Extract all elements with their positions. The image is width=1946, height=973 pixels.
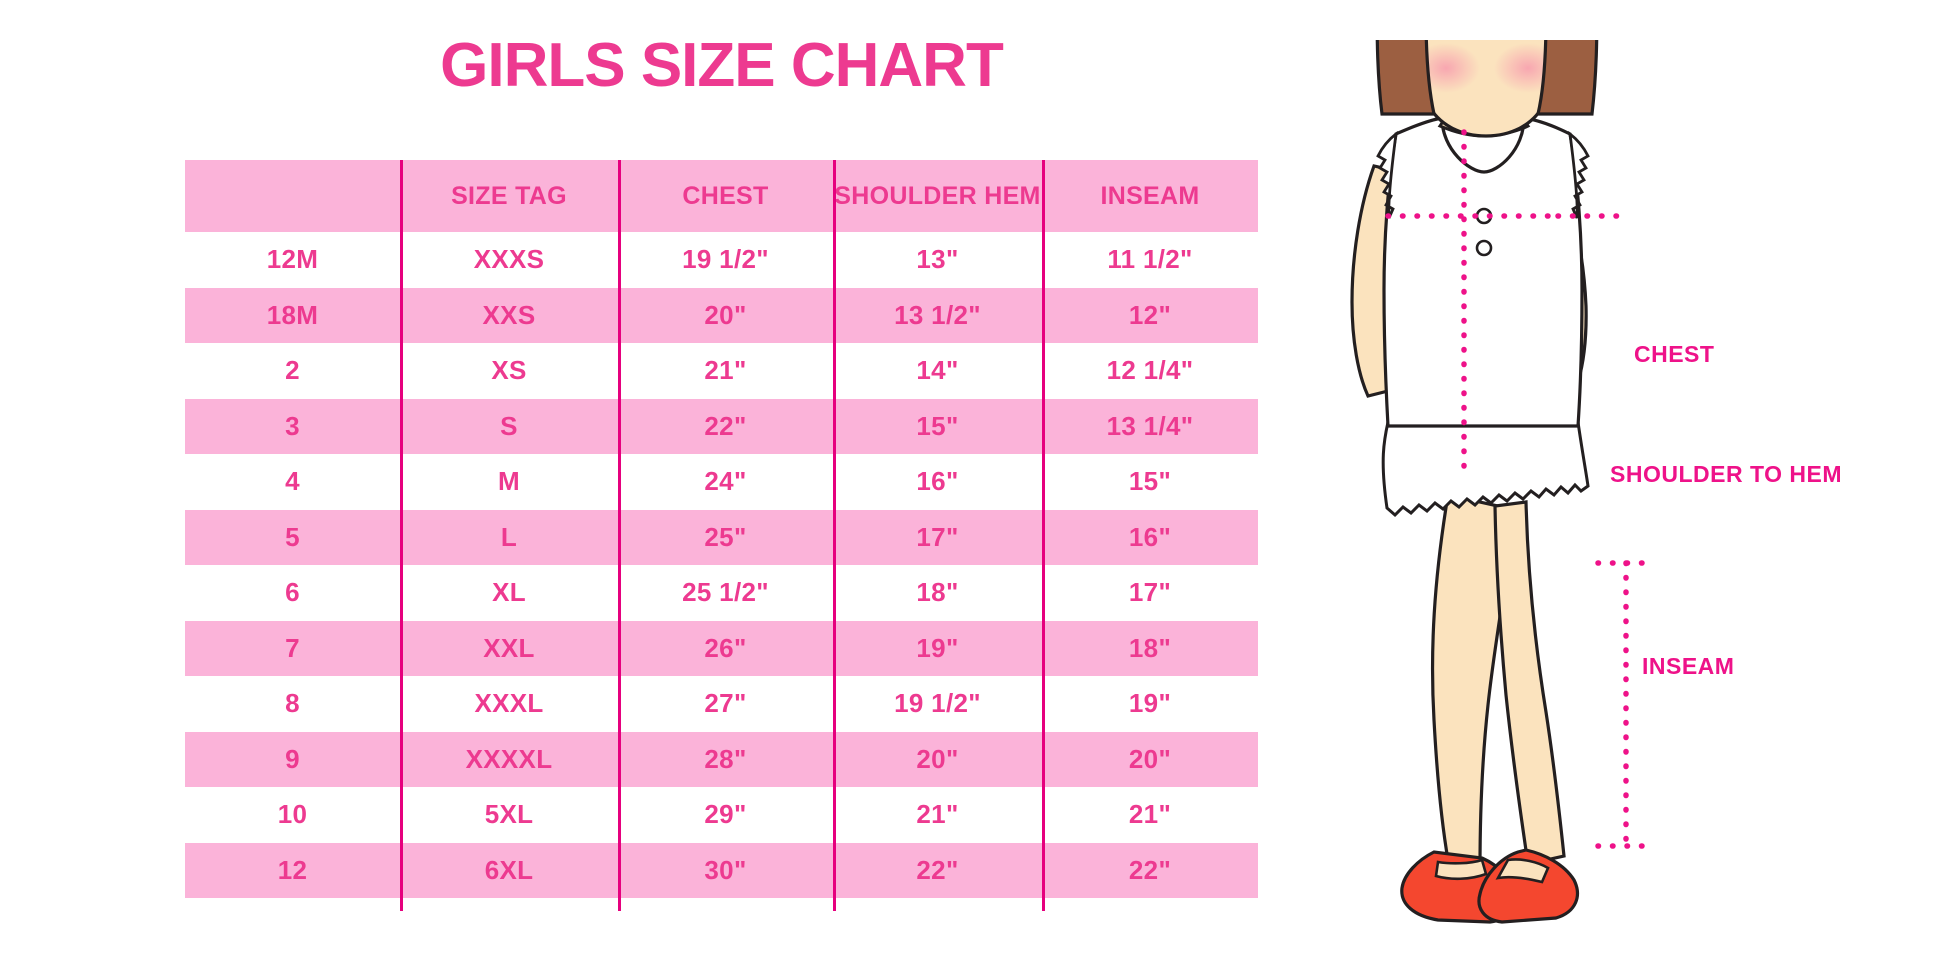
table-cell-shoulder-hem: 16": [833, 454, 1042, 510]
right-shoe-strap: [1495, 858, 1550, 884]
table-cell-size-tag: XXXL: [400, 676, 618, 732]
table-cell-chest: 30": [618, 842, 833, 898]
table-cell-size: 4: [185, 454, 400, 510]
table-cell-size: 10: [185, 787, 400, 843]
table-cell-inseam: 11 1/2": [1042, 232, 1258, 288]
table-cell-shoulder-hem: 13": [833, 232, 1042, 288]
table-cell-chest: 25": [618, 509, 833, 565]
table-row: 12M XXXS 19 1/2" 13" 11 1/2": [185, 232, 1258, 288]
left-shoe-strap: [1434, 858, 1488, 881]
size-chart-table: SIZE TAG CHEST SHOULDER HEM INSEAM 12M XX…: [185, 160, 1258, 898]
page-title: GIRLS SIZE CHART: [440, 31, 1004, 100]
table-row: 12 6XL 30" 22" 22": [185, 842, 1258, 898]
table-row: 5 L 25" 17" 16": [185, 509, 1258, 565]
column-header-chest: CHEST: [618, 160, 833, 232]
table-cell-inseam: 16": [1042, 509, 1258, 565]
table-cell-inseam: 22": [1042, 842, 1258, 898]
table-cell-chest: 27": [618, 676, 833, 732]
table-cell-shoulder-hem: 19 1/2": [833, 676, 1042, 732]
table-cell-size-tag: L: [400, 509, 618, 565]
table-cell-size-tag: XXXXL: [400, 731, 618, 787]
table-cell-shoulder-hem: 22": [833, 842, 1042, 898]
measurement-label-shoulder-to-hem: SHOULDER TO HEM: [1610, 461, 1842, 487]
table-cell-chest: 21": [618, 343, 833, 399]
column-divider-2: [618, 160, 621, 911]
table-cell-inseam: 19": [1042, 676, 1258, 732]
column-header-shoulder-hem: SHOULDER HEM: [833, 160, 1042, 232]
table-cell-size: 12: [185, 842, 400, 898]
table-cell-size-tag: XXL: [400, 620, 618, 676]
table-cell-shoulder-hem: 17": [833, 509, 1042, 565]
measurement-label-chest: CHEST: [1634, 341, 1715, 367]
measurement-label-inseam: INSEAM: [1642, 653, 1735, 679]
table-cell-chest: 25 1/2": [618, 565, 833, 621]
table-cell-shoulder-hem: 13 1/2": [833, 287, 1042, 343]
table-cell-shoulder-hem: 18": [833, 565, 1042, 621]
table-row: 8 XXXL 27" 19 1/2" 19": [185, 676, 1258, 732]
table-row: 6 XL 25 1/2" 18" 17": [185, 565, 1258, 621]
table-cell-size-tag: XXXS: [400, 232, 618, 288]
right-sleeve-ruffle: [1568, 130, 1590, 219]
table-cell-chest: 20": [618, 287, 833, 343]
table-cell-inseam: 20": [1042, 731, 1258, 787]
table-cell-inseam: 13 1/4": [1042, 398, 1258, 454]
table-row: 2 XS 21" 14" 12 1/4": [185, 343, 1258, 399]
table-cell-inseam: 12 1/4": [1042, 343, 1258, 399]
table-cell-chest: 19 1/2": [618, 232, 833, 288]
column-header-size-tag: SIZE TAG: [400, 160, 618, 232]
table-cell-size-tag: 6XL: [400, 842, 618, 898]
table-cell-size: 12M: [185, 232, 400, 288]
table-cell-size: 9: [185, 731, 400, 787]
button-bottom: [1475, 239, 1493, 257]
table-cell-chest: 24": [618, 454, 833, 510]
column-divider-3: [833, 160, 836, 911]
top-bodice: [1382, 116, 1584, 428]
girl-figure-illustration: [1350, 40, 1653, 924]
table-row: 9 XXXXL 28" 20" 20": [185, 731, 1258, 787]
table-cell-chest: 29": [618, 787, 833, 843]
hair: [1375, 40, 1599, 116]
table-cell-size-tag: XXS: [400, 287, 618, 343]
table-cell-size-tag: S: [400, 398, 618, 454]
table-cell-chest: 22": [618, 398, 833, 454]
table-cell-shoulder-hem: 20": [833, 731, 1042, 787]
column-header-inseam: INSEAM: [1042, 160, 1258, 232]
table-cell-size-tag: XS: [400, 343, 618, 399]
table-row: 3 S 22" 15" 13 1/4": [185, 398, 1258, 454]
table-cell-shoulder-hem: 19": [833, 620, 1042, 676]
table-cell-size-tag: 5XL: [400, 787, 618, 843]
table-cell-inseam: 12": [1042, 287, 1258, 343]
table-cell-size-tag: M: [400, 454, 618, 510]
table-cell-inseam: 18": [1042, 620, 1258, 676]
right-leg: [1493, 500, 1566, 866]
table-cell-size: 6: [185, 565, 400, 621]
table-row: 7 XXL 26" 19" 18": [185, 620, 1258, 676]
table-cell-size-tag: XL: [400, 565, 618, 621]
table-cell-inseam: 17": [1042, 565, 1258, 621]
table-cell-shoulder-hem: 14": [833, 343, 1042, 399]
table-header-row: SIZE TAG CHEST SHOULDER HEM INSEAM: [185, 160, 1258, 232]
table-row: 4 M 24" 16" 15": [185, 454, 1258, 510]
table-cell-size: 8: [185, 676, 400, 732]
table-cell-size: 5: [185, 509, 400, 565]
table-row: 10 5XL 29" 21" 21": [185, 787, 1258, 843]
table-row: 18M XXS 20" 13 1/2" 12": [185, 287, 1258, 343]
table-cell-shoulder-hem: 21": [833, 787, 1042, 843]
table-cell-size: 18M: [185, 287, 400, 343]
column-divider-1: [400, 160, 403, 911]
table-cell-chest: 28": [618, 731, 833, 787]
column-header-size: [185, 160, 400, 232]
left-sleeve-ruffle: [1376, 130, 1398, 219]
table-cell-size: 2: [185, 343, 400, 399]
table-cell-inseam: 21": [1042, 787, 1258, 843]
table-cell-size: 7: [185, 620, 400, 676]
table-cell-inseam: 15": [1042, 454, 1258, 510]
column-divider-4: [1042, 160, 1045, 911]
table-cell-shoulder-hem: 15": [833, 398, 1042, 454]
skirt: [1381, 420, 1590, 518]
table-cell-size: 3: [185, 398, 400, 454]
table-cell-chest: 26": [618, 620, 833, 676]
